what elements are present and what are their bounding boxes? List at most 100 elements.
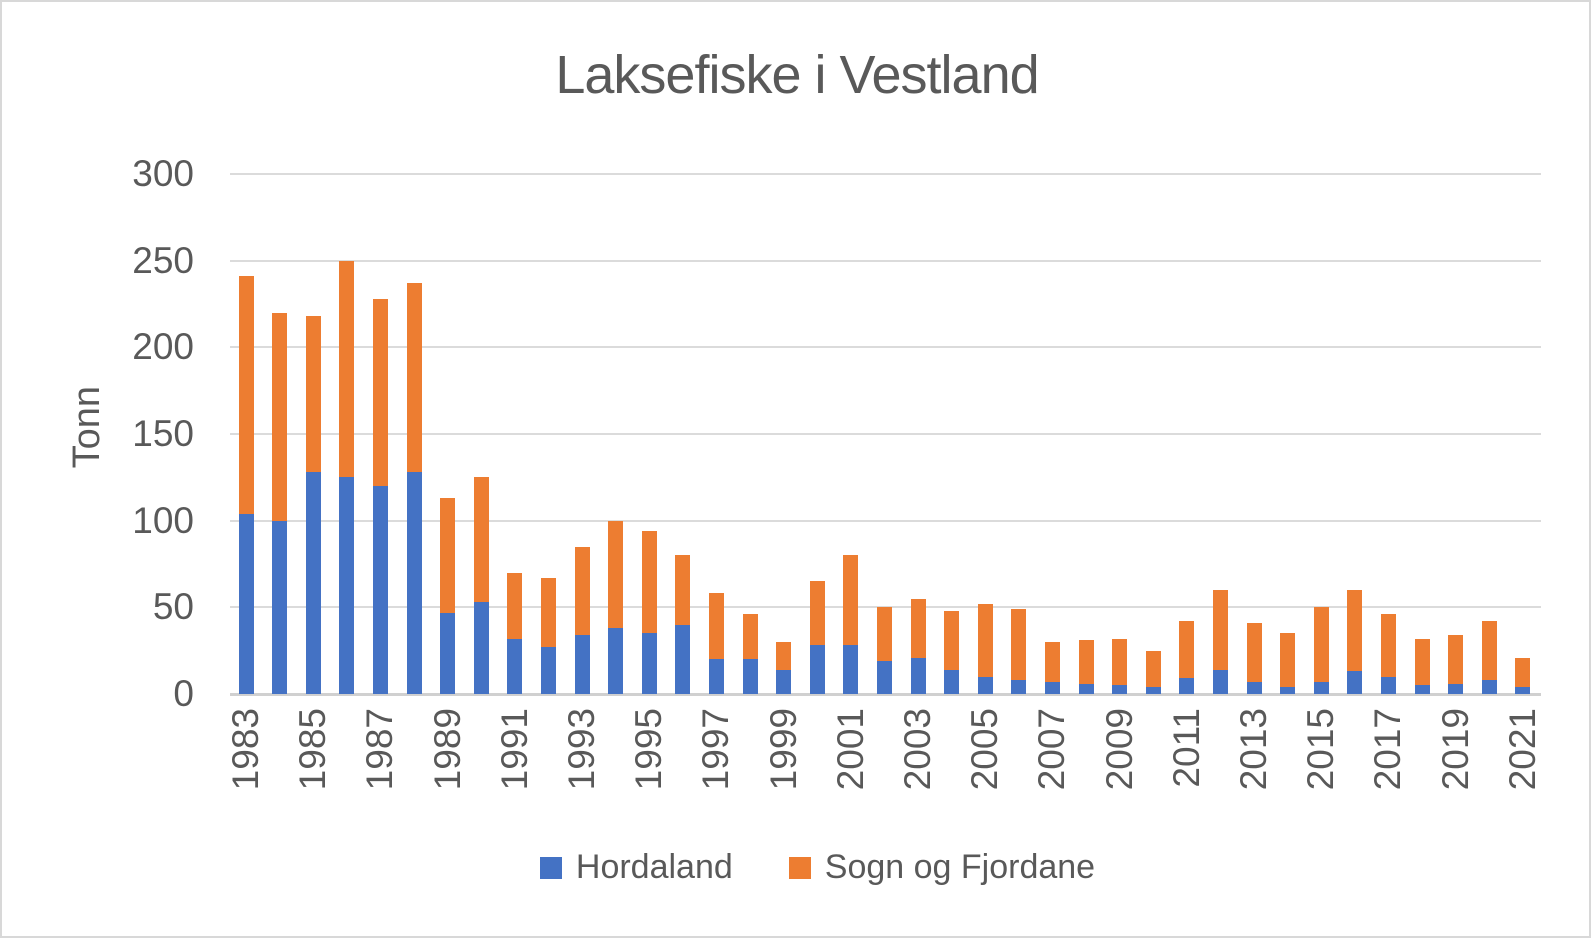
bar-1985-hordaland <box>305 472 321 694</box>
bar-1997-hordaland <box>708 659 724 694</box>
bar-2002 <box>876 174 892 694</box>
bar-1985-sogn-og-fjordane <box>305 316 321 473</box>
y-tick-label-150: 150 <box>132 413 194 454</box>
chart-title: Laksefiske i Vestland <box>555 45 1039 105</box>
bar-1999 <box>776 174 792 694</box>
bar-1997-sogn-og-fjordane <box>708 593 724 660</box>
bar-2003 <box>910 174 926 694</box>
bar-1989-sogn-og-fjordane <box>440 498 456 613</box>
bar-2019-sogn-og-fjordane <box>1448 635 1464 684</box>
bar-2015-sogn-og-fjordane <box>1313 607 1329 682</box>
gridline-300 <box>230 173 1541 175</box>
x-tick-label-2009: 2009 <box>1098 708 1140 791</box>
bar-1986-sogn-og-fjordane <box>339 260 355 478</box>
bar-2006 <box>1011 174 1027 694</box>
bar-1984-sogn-og-fjordane <box>272 312 288 521</box>
legend-item-sogn-og-fjordane: Sogn og Fjordane <box>788 848 1096 887</box>
bar-2016-hordaland <box>1347 671 1363 694</box>
legend-label-sogn-og-fjordane: Sogn og Fjordane <box>824 848 1096 886</box>
gridline-50 <box>230 606 1541 609</box>
bar-2012-sogn-og-fjordane <box>1212 590 1228 670</box>
bar-2014-sogn-og-fjordane <box>1280 633 1296 688</box>
bar-1991 <box>507 174 523 694</box>
bar-2021-hordaland <box>1515 687 1531 694</box>
x-tick-label-2011: 2011 <box>1165 708 1207 788</box>
bar-2013-sogn-og-fjordane <box>1246 622 1262 682</box>
bar-1994-hordaland <box>608 628 624 694</box>
gridline-100 <box>230 519 1541 522</box>
bar-2006-hordaland <box>1011 680 1027 694</box>
bar-1998 <box>742 174 758 694</box>
gridline-200 <box>230 346 1541 349</box>
x-tick-label-1991: 1991 <box>493 708 535 791</box>
bar-1988-hordaland <box>406 472 422 694</box>
gridline-150 <box>230 433 1541 435</box>
x-tick-label-1999: 1999 <box>762 708 804 791</box>
bar-2015 <box>1313 174 1329 694</box>
bar-2013-hordaland <box>1246 681 1262 694</box>
bar-1983-sogn-og-fjordane <box>238 276 254 514</box>
bar-2002-sogn-og-fjordane <box>876 607 892 662</box>
bar-1993-hordaland <box>574 635 590 694</box>
bar-1999-hordaland <box>776 669 792 694</box>
bar-1995-sogn-og-fjordane <box>641 531 657 634</box>
bar-2018-hordaland <box>1414 685 1430 694</box>
bar-1991-sogn-og-fjordane <box>507 572 523 639</box>
x-tick-label-1997: 1997 <box>695 708 737 791</box>
bar-1990 <box>473 174 489 694</box>
bar-2001-hordaland <box>843 645 859 694</box>
bar-1984-hordaland <box>272 520 288 694</box>
bar-2017-sogn-og-fjordane <box>1380 614 1396 677</box>
bar-2000 <box>809 174 825 694</box>
bar-1995 <box>641 174 657 694</box>
bar-2004-sogn-og-fjordane <box>944 610 960 670</box>
legend: Hordaland Sogn og Fjordane <box>42 848 1589 887</box>
x-tick-label-2021: 2021 <box>1501 708 1543 791</box>
x-tick-label-2003: 2003 <box>897 708 938 791</box>
bar-2015-hordaland <box>1313 681 1329 694</box>
x-tick-label-1993: 1993 <box>561 708 602 791</box>
bar-1993 <box>574 174 590 694</box>
bar-1992-sogn-og-fjordane <box>540 577 556 648</box>
bar-1987 <box>372 174 388 694</box>
bar-2021 <box>1515 174 1531 694</box>
bar-1985 <box>305 174 321 694</box>
x-axis-line <box>230 693 1541 696</box>
y-tick-label-100: 100 <box>132 499 194 541</box>
bar-1994-sogn-og-fjordane <box>608 520 624 629</box>
bar-2018-sogn-og-fjordane <box>1414 638 1430 686</box>
bar-2017-hordaland <box>1380 676 1396 694</box>
x-tick-label-2001: 2001 <box>829 708 871 791</box>
bar-1990-sogn-og-fjordane <box>473 477 489 603</box>
bar-2011 <box>1179 174 1195 694</box>
bar-1996-sogn-og-fjordane <box>675 555 691 625</box>
bar-2020-hordaland <box>1481 680 1497 694</box>
y-tick-label-250: 250 <box>132 239 194 281</box>
bar-2004 <box>944 174 960 694</box>
bar-2018 <box>1414 174 1430 694</box>
bar-2001 <box>843 174 859 694</box>
bar-2019 <box>1448 174 1464 694</box>
bar-2016 <box>1347 174 1363 694</box>
bar-1992-hordaland <box>540 647 556 694</box>
bar-2012 <box>1212 174 1228 694</box>
bar-2016-sogn-og-fjordane <box>1347 590 1363 672</box>
bar-2005-sogn-og-fjordane <box>977 603 993 677</box>
bar-1991-hordaland <box>507 638 523 694</box>
bar-2014 <box>1280 174 1296 694</box>
x-tick-label-1995: 1995 <box>628 708 670 791</box>
bar-2017 <box>1380 174 1396 694</box>
plot-area <box>230 173 1541 696</box>
bar-2006-sogn-og-fjordane <box>1011 609 1027 681</box>
bar-2004-hordaland <box>944 669 960 694</box>
y-tick-label-300: 300 <box>132 153 194 194</box>
gridline-250 <box>230 259 1541 262</box>
x-tick-label-2005: 2005 <box>964 708 1006 791</box>
bar-2000-sogn-og-fjordane <box>809 581 825 646</box>
bar-2008 <box>1078 174 1094 694</box>
bar-2010-hordaland <box>1145 687 1161 694</box>
bar-2008-hordaland <box>1078 683 1094 694</box>
bar-2005 <box>977 174 993 694</box>
bar-1983-hordaland <box>238 513 254 694</box>
bar-2010 <box>1145 174 1161 694</box>
